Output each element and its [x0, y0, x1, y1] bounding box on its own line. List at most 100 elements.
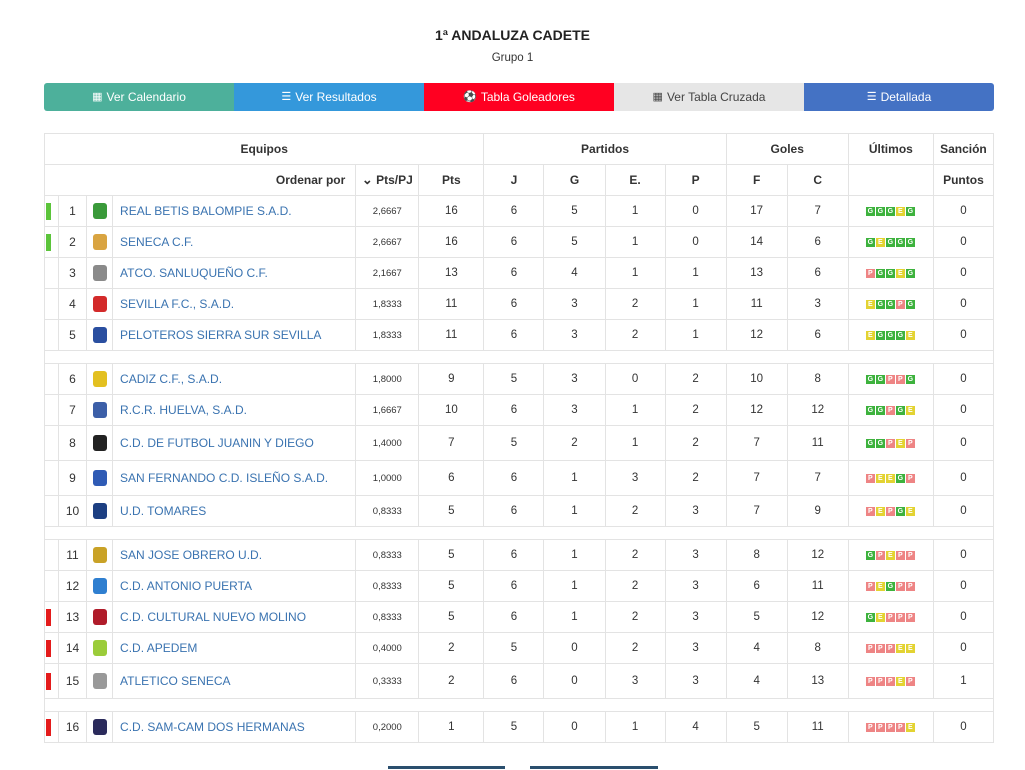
result-chip: E: [905, 507, 915, 517]
lost: 1: [664, 319, 727, 351]
relegation-indicator: [46, 608, 51, 626]
sanction-points: 0: [932, 539, 995, 571]
bottom-button-left[interactable]: [388, 766, 505, 769]
team-link[interactable]: C.D. SAM-CAM DOS HERMANAS: [120, 720, 305, 734]
played: 6: [483, 394, 545, 426]
team-link[interactable]: REAL BETIS BALOMPIE S.A.D.: [120, 204, 292, 218]
result-chip: E: [865, 331, 875, 341]
points-per-game: 1,6667: [355, 394, 420, 426]
row-spacer: [44, 539, 59, 571]
points-per-game: 1,8000: [355, 363, 420, 395]
goals-against: 7: [786, 460, 849, 496]
table-row: 12 C.D. ANTONIO PUERTA 0,8333 5 6 1 2 3 6 11 P E G P P…: [44, 570, 995, 602]
drawn: 1: [604, 195, 666, 227]
row-spacer: [44, 195, 59, 227]
team-link[interactable]: U.D. TOMARES: [120, 504, 207, 518]
drawn: 1: [604, 394, 666, 426]
drawn: 1: [604, 425, 666, 461]
nav-button-label: Ver Resultados: [295, 90, 377, 104]
nav-button-ver-calendario[interactable]: ▦ Ver Calendario: [44, 83, 234, 111]
sort-e-button[interactable]: E.: [604, 164, 666, 196]
team-link[interactable]: CADIZ C.F., S.A.D.: [120, 372, 223, 386]
team-link[interactable]: C.D. APEDEM: [120, 641, 198, 655]
row-spacer: [44, 288, 59, 320]
position-number: 11: [57, 539, 88, 571]
team-crest: [86, 539, 114, 571]
goals-for: 7: [725, 460, 788, 496]
lost: 1: [664, 257, 727, 289]
drawn: 2: [604, 570, 666, 602]
row-spacer: [44, 495, 59, 527]
points-per-game: 0,4000: [355, 632, 420, 664]
nav-button-ver-tabla-cruzada[interactable]: ▦ Ver Tabla Cruzada: [614, 83, 804, 111]
result-chip: P: [905, 613, 915, 623]
result-chip: G: [875, 406, 885, 416]
result-chip: P: [865, 269, 875, 279]
team-link[interactable]: ATLETICO SENECA: [120, 674, 231, 688]
won: 1: [543, 570, 606, 602]
position-number: 8: [57, 425, 88, 461]
points: 6: [418, 460, 485, 496]
sort-f-button[interactable]: F: [725, 164, 788, 196]
shield-icon: [92, 547, 107, 563]
lost: 1: [664, 288, 727, 320]
nav-button-ver-resultados[interactable]: ☰ Ver Resultados: [234, 83, 424, 111]
goals-against: 3: [786, 288, 849, 320]
team-link[interactable]: C.D. DE FUTBOL JUANIN Y DIEGO: [120, 436, 314, 450]
points-per-game: 1,4000: [355, 425, 420, 461]
sort-puntos-button[interactable]: Puntos: [932, 164, 995, 196]
sanction-points: 0: [932, 319, 995, 351]
team-link[interactable]: C.D. ANTONIO PUERTA: [120, 579, 253, 593]
team-link[interactable]: SEVILLA F.C., S.A.D.: [120, 297, 235, 311]
row-spacer: [44, 425, 59, 461]
team-cell: C.D. DE FUTBOL JUANIN Y DIEGO: [112, 425, 357, 461]
goals-against: 6: [786, 319, 849, 351]
result-chip: P: [885, 677, 895, 687]
result-chip: G: [905, 300, 915, 310]
position-number: 4: [57, 288, 88, 320]
won: 1: [543, 495, 606, 527]
played: 6: [483, 495, 545, 527]
lost: 3: [664, 570, 727, 602]
nav-button-tabla-goleadores[interactable]: ⚽ Tabla Goleadores: [424, 83, 614, 111]
sort-ptspj-button[interactable]: ⌄ Pts/PJ: [355, 164, 420, 196]
table-row: 1 REAL BETIS BALOMPIE S.A.D. 2,6667 16 6 5 1 0 1…: [44, 195, 995, 227]
points-per-game: 0,8333: [355, 539, 420, 571]
team-cell: PELOTEROS SIERRA SUR SEVILLA: [112, 319, 357, 351]
promotion-indicator: [46, 233, 51, 251]
sort-c-button[interactable]: C: [786, 164, 849, 196]
result-chip: E: [875, 613, 885, 623]
result-chip: G: [875, 300, 885, 310]
goals-for: 8: [725, 539, 788, 571]
team-link[interactable]: C.D. CULTURAL NUEVO MOLINO: [120, 610, 307, 624]
sort-pts-button[interactable]: Pts: [418, 164, 485, 196]
bottom-button-right[interactable]: [530, 766, 658, 769]
row-spacer: [44, 601, 59, 633]
result-chip: P: [865, 723, 875, 733]
result-chip: P: [875, 551, 885, 561]
sort-p-button[interactable]: P: [664, 164, 727, 196]
points: 5: [418, 570, 485, 602]
team-link[interactable]: R.C.R. HUELVA, S.A.D.: [120, 403, 247, 417]
result-chip: P: [875, 644, 885, 654]
result-chip: G: [905, 207, 915, 217]
played: 6: [483, 319, 545, 351]
sort-j-button[interactable]: J: [483, 164, 545, 196]
goals-against: 6: [786, 257, 849, 289]
header-sancion: Sanción: [932, 133, 995, 165]
won: 3: [543, 394, 606, 426]
team-link[interactable]: SENECA C.F.: [120, 235, 194, 249]
header-equipos: Equipos: [43, 133, 485, 165]
header-ultimos-empty: [847, 164, 934, 196]
nav-button-detallada[interactable]: ☰ Detallada: [804, 83, 994, 111]
team-link[interactable]: SAN JOSE OBRERO U.D.: [120, 548, 263, 562]
team-link[interactable]: ATCO. SANLUQUEÑO C.F.: [120, 266, 268, 280]
team-link[interactable]: SAN FERNANDO C.D. ISLEÑO S.A.D.: [120, 471, 329, 485]
goals-against: 11: [786, 425, 849, 461]
list-icon: ☰: [281, 91, 292, 103]
team-link[interactable]: PELOTEROS SIERRA SUR SEVILLA: [120, 328, 322, 342]
shield-icon: [92, 327, 107, 343]
position-number: 16: [57, 711, 88, 743]
sort-g-button[interactable]: G: [543, 164, 606, 196]
